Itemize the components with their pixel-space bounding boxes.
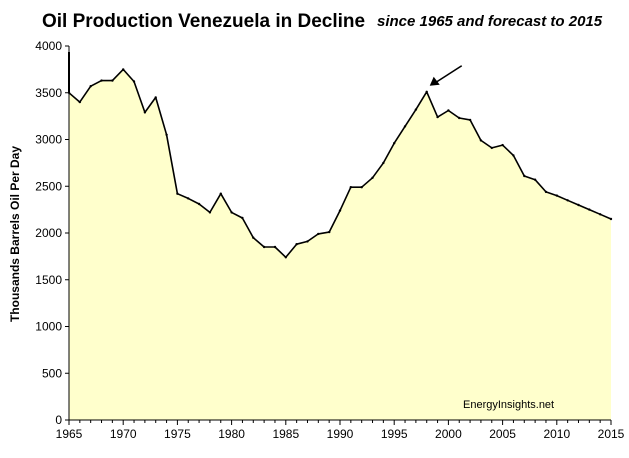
data-point-1994 [382,161,385,165]
data-point-2008 [533,178,537,181]
data-point-1976 [187,197,190,200]
source-annotation: EnergyInsights.net [463,399,554,411]
y-tick-label-2500: 2500 [35,179,62,193]
x-tick-label-1985: 1985 [272,427,299,441]
data-point-1980 [230,211,233,214]
data-point-1983 [262,245,266,249]
data-point-2012 [577,203,580,207]
data-point-2010 [555,194,558,197]
data-point-1982 [252,236,255,239]
x-tick-label-1980: 1980 [218,427,245,441]
data-point-2011 [566,199,569,202]
x-tick-label-1990: 1990 [327,427,354,441]
data-point-2009 [544,190,548,194]
y-tick-label-3000: 3000 [35,133,62,147]
data-point-1978 [208,211,212,214]
y-tick-label-0: 0 [55,413,62,427]
x-tick-label-2000: 2000 [435,427,462,441]
x-tick-label-2005: 2005 [489,427,516,441]
data-point-2000 [447,109,450,112]
x-tick-label-2010: 2010 [543,427,570,441]
data-point-1990 [338,209,342,212]
data-point-2015 [609,217,613,221]
data-point-1987 [306,240,309,243]
data-point-2013 [588,208,591,211]
data-point-1999 [436,115,439,119]
data-point-2005 [501,143,504,147]
data-point-2004 [490,146,493,150]
data-point-1981 [241,216,244,220]
data-point-1966 [78,100,82,104]
data-point-2003 [479,139,483,142]
data-point-1979 [219,192,222,195]
chart-title: Oil Production Venezuela in Decline [42,11,365,32]
data-point-2002 [468,118,472,122]
y-tick-label-1500: 1500 [35,273,62,287]
data-point-1996 [403,125,407,128]
data-point-2014 [599,213,602,216]
chart-subtitle: since 1965 and forecast to 2015 [377,13,603,30]
x-tick-label-1995: 1995 [381,427,408,441]
x-tick-label-1965: 1965 [56,427,83,441]
y-axis-label: Thousands Barrels Oil Per Day [8,146,22,322]
data-point-1967 [89,85,92,88]
data-point-1974 [165,133,168,136]
data-point-1992 [360,186,363,189]
data-point-2006 [512,154,515,157]
y-tick-label-500: 500 [42,366,62,380]
x-tick-label-1970: 1970 [110,427,137,441]
y-tick-label-3500: 3500 [35,86,62,100]
series-area-fill [69,69,611,421]
peak-arrow [429,65,463,86]
data-point-1972 [143,111,147,114]
x-tick-label-1975: 1975 [164,427,191,441]
data-point-1995 [393,142,396,145]
data-point-1988 [317,232,320,236]
data-point-1989 [328,230,331,234]
data-point-1975 [176,192,179,195]
data-point-1998 [425,90,428,94]
x-tick-label-2015: 2015 [598,427,625,441]
y-tick-label-1000: 1000 [35,320,62,334]
data-point-1969 [111,79,114,82]
data-point-1971 [132,80,136,83]
data-point-1991 [349,186,352,189]
y-tick-label-2000: 2000 [35,226,62,240]
data-point-1973 [154,96,157,99]
y-tick-label-4000: 4000 [35,39,62,53]
data-point-1968 [100,79,103,82]
data-point-1977 [197,202,201,206]
data-point-1997 [414,108,418,111]
data-point-1984 [273,245,277,249]
data-point-2007 [523,174,526,178]
data-point-2001 [458,116,461,120]
data-point-1970 [122,68,125,71]
data-point-1993 [371,176,374,179]
data-point-1986 [295,243,298,246]
data-point-1985 [284,256,287,259]
